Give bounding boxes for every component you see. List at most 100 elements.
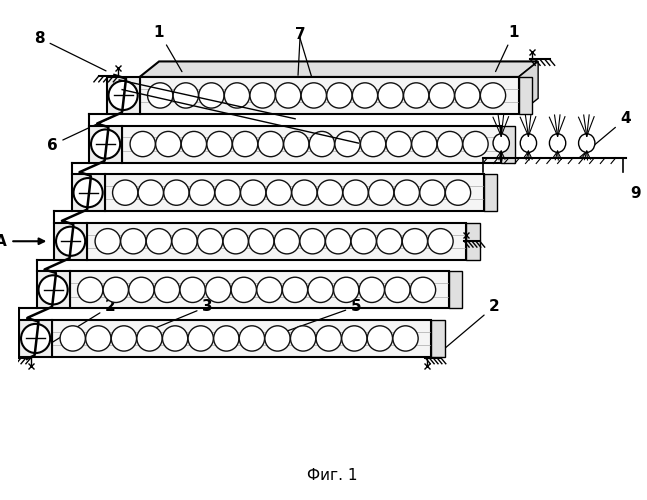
Bar bbox=[87, 223, 466, 260]
Circle shape bbox=[282, 277, 308, 302]
Bar bbox=[70, 272, 449, 308]
Circle shape bbox=[386, 132, 411, 156]
Circle shape bbox=[308, 277, 333, 302]
Text: 1: 1 bbox=[154, 25, 182, 72]
Circle shape bbox=[78, 277, 103, 302]
Circle shape bbox=[309, 132, 334, 156]
Ellipse shape bbox=[493, 134, 509, 152]
Bar bbox=[449, 272, 463, 308]
Text: 6: 6 bbox=[47, 117, 112, 152]
Circle shape bbox=[404, 83, 429, 108]
Polygon shape bbox=[140, 62, 538, 77]
Circle shape bbox=[231, 277, 256, 302]
Circle shape bbox=[241, 180, 266, 206]
Circle shape bbox=[274, 228, 300, 254]
Circle shape bbox=[316, 326, 342, 351]
Circle shape bbox=[343, 180, 368, 206]
Circle shape bbox=[266, 180, 291, 206]
Circle shape bbox=[334, 277, 359, 302]
Circle shape bbox=[463, 132, 488, 156]
Circle shape bbox=[146, 228, 171, 254]
Circle shape bbox=[327, 83, 352, 108]
Circle shape bbox=[225, 83, 250, 108]
Bar bbox=[54, 223, 87, 260]
Bar bbox=[122, 126, 501, 162]
Bar bbox=[519, 77, 532, 114]
Bar bbox=[484, 174, 498, 211]
Circle shape bbox=[60, 326, 85, 351]
Circle shape bbox=[325, 228, 351, 254]
Circle shape bbox=[410, 277, 435, 302]
Circle shape bbox=[437, 132, 463, 156]
Circle shape bbox=[39, 276, 68, 304]
Circle shape bbox=[156, 132, 181, 156]
Text: 3: 3 bbox=[133, 299, 213, 338]
Text: 4: 4 bbox=[579, 112, 631, 158]
Bar bbox=[89, 126, 122, 162]
Circle shape bbox=[411, 132, 437, 156]
Circle shape bbox=[207, 132, 232, 156]
Text: 9: 9 bbox=[630, 186, 641, 201]
Circle shape bbox=[232, 132, 258, 156]
Circle shape bbox=[378, 83, 403, 108]
Circle shape bbox=[420, 180, 445, 206]
Circle shape bbox=[248, 228, 274, 254]
Circle shape bbox=[276, 83, 301, 108]
Bar bbox=[107, 77, 140, 114]
Circle shape bbox=[164, 180, 189, 206]
Bar bbox=[52, 320, 431, 357]
Bar bbox=[140, 77, 519, 114]
Circle shape bbox=[129, 277, 154, 302]
Text: 1: 1 bbox=[496, 25, 519, 72]
Text: 2: 2 bbox=[27, 299, 116, 358]
Circle shape bbox=[103, 277, 129, 302]
Text: 7: 7 bbox=[294, 26, 305, 42]
Circle shape bbox=[428, 228, 453, 254]
Bar bbox=[72, 174, 105, 211]
Circle shape bbox=[445, 180, 470, 206]
Ellipse shape bbox=[549, 134, 565, 152]
Circle shape bbox=[250, 83, 275, 108]
Circle shape bbox=[173, 83, 199, 108]
Circle shape bbox=[180, 277, 205, 302]
Circle shape bbox=[199, 83, 224, 108]
Circle shape bbox=[74, 178, 103, 207]
Ellipse shape bbox=[578, 134, 595, 152]
Bar bbox=[105, 174, 484, 211]
Circle shape bbox=[148, 83, 173, 108]
Text: A: A bbox=[0, 234, 6, 249]
Bar bbox=[466, 223, 480, 260]
Circle shape bbox=[351, 228, 377, 254]
Circle shape bbox=[223, 228, 248, 254]
Circle shape bbox=[377, 228, 402, 254]
Circle shape bbox=[206, 277, 231, 302]
Circle shape bbox=[239, 326, 265, 351]
Circle shape bbox=[291, 326, 316, 351]
Circle shape bbox=[367, 326, 393, 351]
Circle shape bbox=[360, 132, 386, 156]
Circle shape bbox=[385, 277, 410, 302]
Circle shape bbox=[111, 326, 137, 351]
Circle shape bbox=[292, 180, 317, 206]
Circle shape bbox=[335, 132, 360, 156]
Text: Фиг. 1: Фиг. 1 bbox=[307, 468, 357, 483]
Circle shape bbox=[301, 83, 327, 108]
Circle shape bbox=[138, 180, 164, 206]
Circle shape bbox=[113, 180, 138, 206]
Text: 8: 8 bbox=[34, 30, 106, 71]
Circle shape bbox=[215, 180, 240, 206]
Circle shape bbox=[342, 326, 367, 351]
Circle shape bbox=[257, 277, 282, 302]
Circle shape bbox=[181, 132, 206, 156]
Bar bbox=[37, 272, 70, 308]
Circle shape bbox=[162, 326, 188, 351]
Circle shape bbox=[190, 180, 215, 206]
Circle shape bbox=[369, 180, 394, 206]
Circle shape bbox=[480, 83, 506, 108]
Polygon shape bbox=[519, 62, 538, 114]
Circle shape bbox=[137, 326, 162, 351]
Circle shape bbox=[283, 132, 309, 156]
Circle shape bbox=[429, 83, 454, 108]
Circle shape bbox=[188, 326, 214, 351]
Circle shape bbox=[359, 277, 384, 302]
